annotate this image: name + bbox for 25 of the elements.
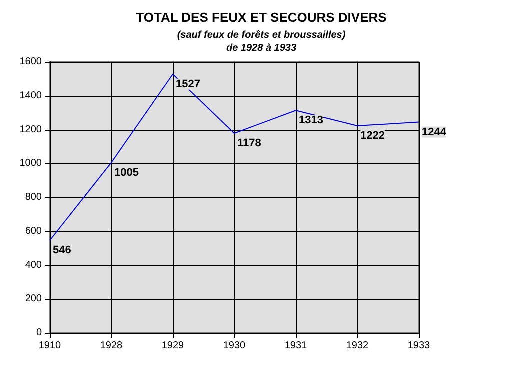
x-tick-label: 1930 (223, 340, 246, 352)
y-tick-label: 400 (25, 260, 42, 271)
data-label: 1005 (114, 166, 139, 179)
x-tick-label: 1931 (284, 340, 308, 352)
y-tick-label: 1000 (20, 158, 42, 170)
data-label: 1527 (176, 78, 200, 90)
x-tick-label: 1928 (100, 340, 124, 352)
x-tick-label: 1932 (346, 340, 370, 352)
y-tick-label: 0 (36, 328, 42, 338)
chart-subtitle: (sauf feux de forêts et broussailles) de 1928 à 1933 (177, 30, 346, 54)
y-tick-label: 200 (25, 294, 42, 305)
x-tick-label: 1910 (38, 340, 62, 352)
data-label: 1313 (299, 114, 324, 127)
data-label: 546 (53, 244, 72, 257)
chart-title: TOTAL DES FEUX ET SECOURS DIVERS (136, 10, 388, 25)
x-tick-label: 1933 (408, 340, 431, 352)
x-tick-label: 1929 (162, 340, 185, 352)
data-label: 1178 (238, 137, 262, 150)
y-tick-label: 1200 (20, 124, 42, 136)
data-label: 1222 (360, 130, 385, 142)
y-tick-label: 600 (25, 226, 42, 237)
y-tick-label: 1600 (20, 56, 42, 68)
y-tick-label: 800 (25, 192, 42, 203)
y-tick-label: 1400 (20, 90, 42, 102)
data-label: 1244 (422, 126, 448, 138)
